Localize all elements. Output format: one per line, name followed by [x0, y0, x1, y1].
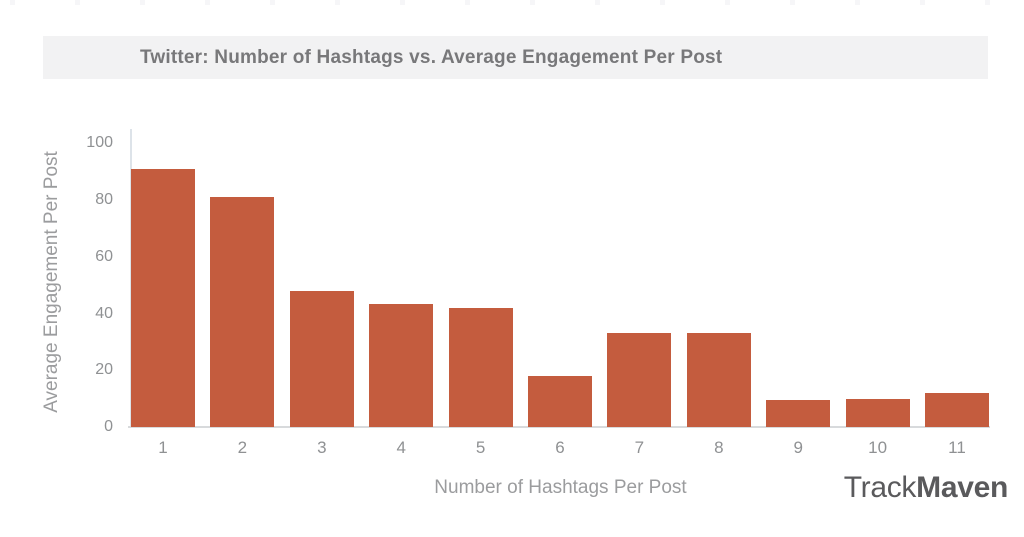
bar-hashtags-5 [448, 307, 513, 427]
top-tick-marks [0, 0, 1024, 5]
bar-hashtags-10 [845, 398, 910, 427]
brand-maven: Maven [916, 471, 1008, 504]
bar-hashtags-7 [607, 333, 672, 427]
x-tick-label: 4 [396, 438, 406, 457]
y-tick-label: 60 [95, 247, 113, 265]
brand-track: Track [843, 471, 917, 504]
y-tick-label: 40 [95, 304, 113, 322]
bar-hashtags-2 [210, 197, 275, 427]
x-tick-label: 9 [793, 438, 803, 457]
x-axis-title: Number of Hashtags Per Post [434, 477, 687, 498]
y-tick-label: 80 [95, 191, 113, 209]
x-tick-label: 10 [868, 438, 888, 457]
y-tick-label: 20 [95, 361, 113, 379]
y-tick-label: 100 [86, 134, 113, 152]
bar-hashtags-6 [528, 375, 592, 427]
bar-hashtags-9 [766, 400, 831, 427]
bar-hashtags-4 [369, 303, 434, 427]
x-tick-label: 5 [475, 438, 486, 457]
x-tick-label: 3 [317, 438, 327, 457]
trackmaven-logo: TrackMaven [843, 471, 1009, 505]
x-tick-label: 7 [634, 438, 645, 457]
bar-hashtags-8 [686, 333, 751, 427]
bar-hashtags-3 [289, 290, 354, 427]
bar-hashtags-11 [925, 392, 989, 427]
x-tick-label: 1 [158, 438, 168, 457]
x-tick-label: 2 [237, 438, 248, 457]
y-tick-label: 0 [104, 418, 113, 435]
x-axis-baseline [128, 426, 990, 428]
chart-title: Twitter: Number of Hashtags vs. Average … [140, 46, 723, 68]
x-tick-label: 11 [948, 438, 966, 457]
x-tick-label: 8 [714, 438, 724, 457]
bar-hashtags-1 [131, 168, 195, 427]
chart-title-band: Twitter: Number of Hashtags vs. Average … [43, 36, 988, 79]
x-tick-label: 6 [555, 438, 565, 457]
